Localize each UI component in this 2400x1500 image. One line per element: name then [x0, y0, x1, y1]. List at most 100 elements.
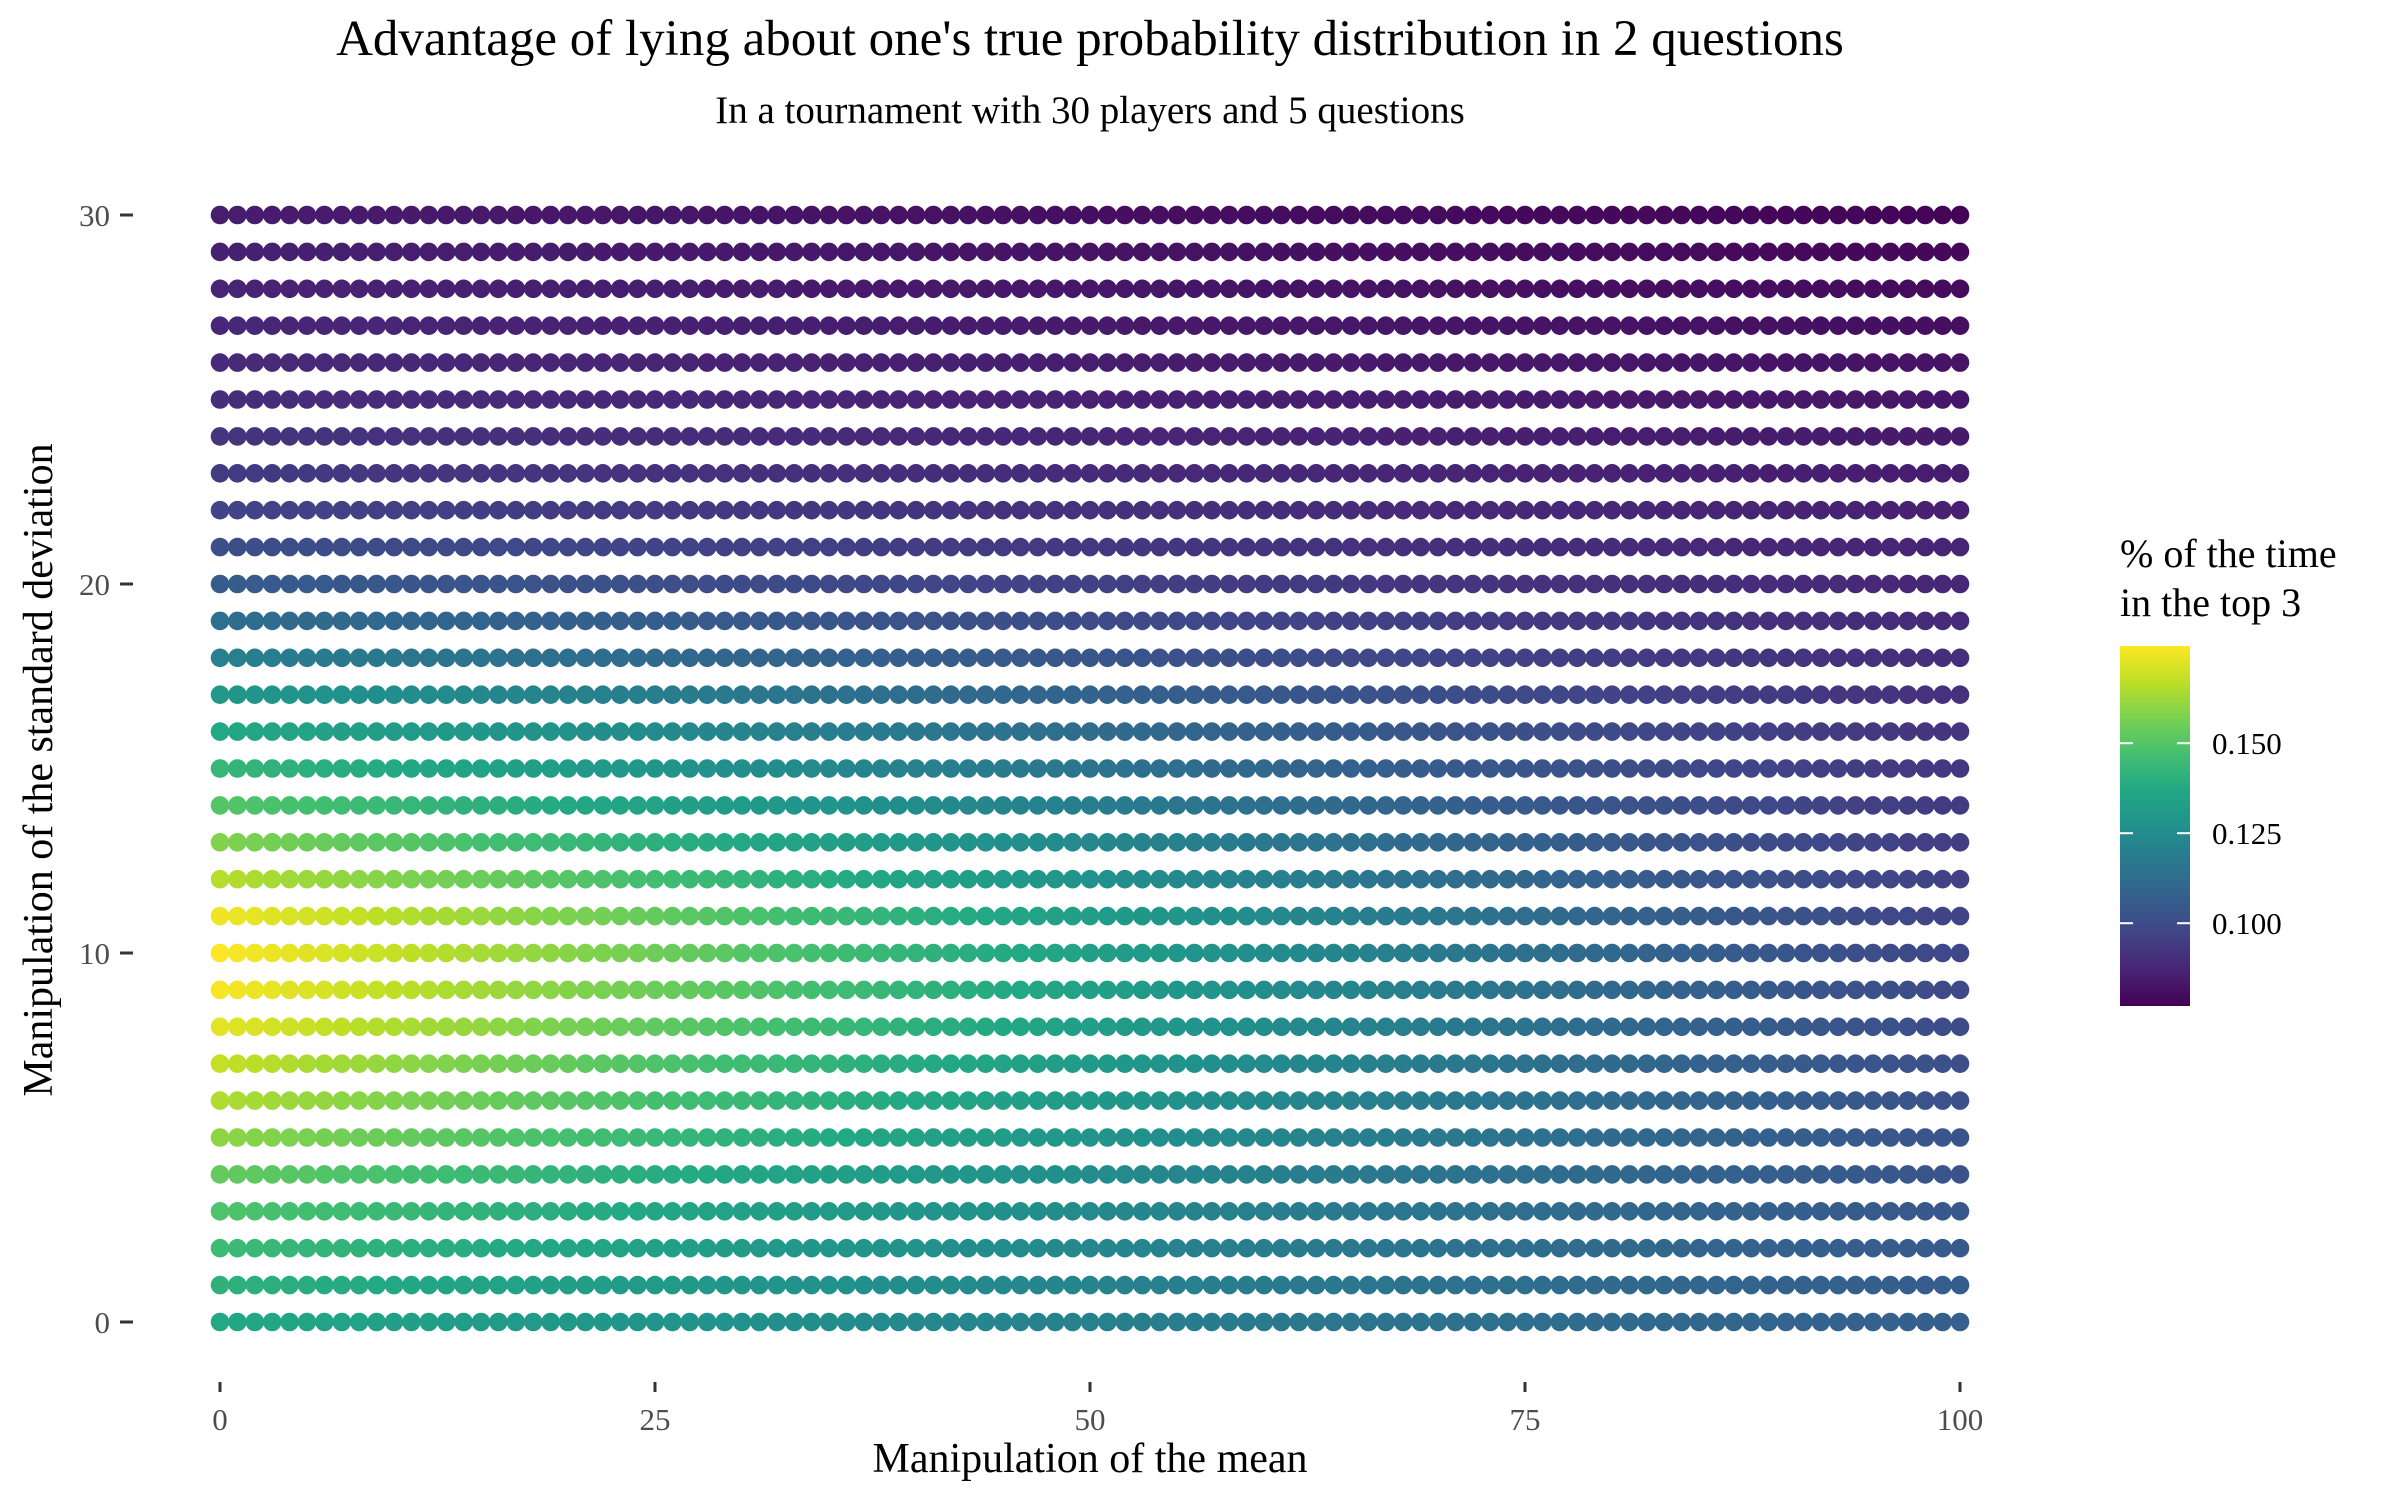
data-point: [210, 648, 230, 668]
data-point: [1393, 648, 1413, 668]
data-point: [210, 242, 230, 262]
data-point: [1672, 833, 1691, 852]
data-point: [1915, 574, 1935, 594]
data-point: [1794, 796, 1813, 815]
data-point: [541, 1312, 560, 1332]
data-point: [1480, 242, 1500, 262]
data-point: [958, 1128, 978, 1147]
data-point: [489, 537, 508, 557]
data-point: [210, 1017, 230, 1037]
data-point: [1150, 537, 1169, 557]
data-point: [854, 648, 874, 668]
data-point: [732, 759, 752, 778]
data-point: [489, 464, 508, 483]
data-point: [610, 722, 630, 741]
data-point: [784, 648, 804, 668]
data-point: [958, 242, 978, 262]
data-point: [906, 980, 926, 1000]
data-point: [1098, 390, 1117, 409]
data-point: [1828, 648, 1848, 668]
data-point: [1411, 980, 1430, 1000]
data-point: [1672, 722, 1691, 741]
data-point: [1028, 906, 1048, 926]
data-point: [1202, 316, 1222, 336]
data-point: [750, 427, 769, 446]
data-point: [1063, 353, 1082, 372]
data-point: [1933, 722, 1952, 741]
data-point: [1063, 316, 1082, 336]
data-point: [1132, 1165, 1152, 1184]
data-point: [889, 537, 908, 557]
data-point: [1167, 205, 1187, 225]
data-point: [1045, 279, 1065, 299]
data-point: [1376, 722, 1396, 741]
data-point: [993, 537, 1013, 557]
data-point: [384, 427, 404, 446]
data-point: [628, 1202, 647, 1221]
data-point: [297, 648, 317, 668]
data-point: [1602, 1128, 1622, 1147]
data-point: [1602, 1238, 1622, 1258]
data-point: [976, 390, 995, 409]
data-point: [1672, 869, 1691, 889]
data-point: [1219, 390, 1239, 409]
data-point: [1533, 759, 1552, 778]
data-point: [297, 574, 317, 594]
data-point: [384, 242, 404, 262]
data-point: [315, 1165, 334, 1184]
data-point: [889, 1312, 908, 1332]
data-point: [1620, 574, 1639, 594]
data-point: [489, 1165, 508, 1184]
data-point: [1515, 685, 1535, 704]
data-point: [1585, 1165, 1604, 1184]
data-point: [384, 464, 404, 483]
data-point: [802, 869, 821, 889]
data-point: [732, 869, 752, 889]
data-point: [1794, 390, 1813, 409]
data-point: [1341, 796, 1361, 815]
data-point: [1411, 205, 1430, 225]
data-point: [245, 1091, 265, 1110]
data-point: [1776, 1275, 1796, 1295]
data-point: [1237, 316, 1256, 336]
data-point: [1132, 537, 1152, 557]
data-point: [784, 906, 804, 926]
data-point: [1341, 242, 1361, 262]
data-point: [262, 1017, 282, 1037]
data-point: [1237, 980, 1256, 1000]
data-point: [1550, 574, 1570, 594]
data-point: [663, 1017, 682, 1037]
data-point: [1689, 1275, 1709, 1295]
data-point: [471, 205, 491, 225]
data-point: [628, 205, 647, 225]
data-point: [1881, 906, 1900, 926]
data-point: [367, 1128, 386, 1147]
data-point: [1846, 685, 1865, 704]
data-point: [1289, 390, 1309, 409]
data-point: [1689, 390, 1709, 409]
data-point: [1898, 1054, 1918, 1073]
data-point: [1324, 1165, 1343, 1184]
data-point: [523, 1165, 543, 1184]
data-point: [1724, 906, 1744, 926]
data-point: [1567, 1128, 1587, 1147]
data-point: [436, 1275, 456, 1295]
data-point: [1863, 316, 1883, 336]
data-point: [436, 464, 456, 483]
data-point: [1341, 1017, 1361, 1037]
data-point: [1272, 980, 1291, 1000]
data-point: [680, 1202, 700, 1221]
data-point: [1132, 1275, 1152, 1295]
data-point: [750, 869, 769, 889]
data-point: [454, 205, 473, 225]
data-point: [906, 1275, 926, 1295]
data-point: [1515, 1017, 1535, 1037]
data-point: [871, 427, 891, 446]
data-point: [1428, 611, 1448, 631]
data-point: [1376, 316, 1396, 336]
data-point: [976, 685, 995, 704]
data-point: [1011, 500, 1030, 520]
data-point: [1846, 1202, 1865, 1221]
data-point: [1045, 1238, 1065, 1258]
data-point: [262, 1238, 282, 1258]
